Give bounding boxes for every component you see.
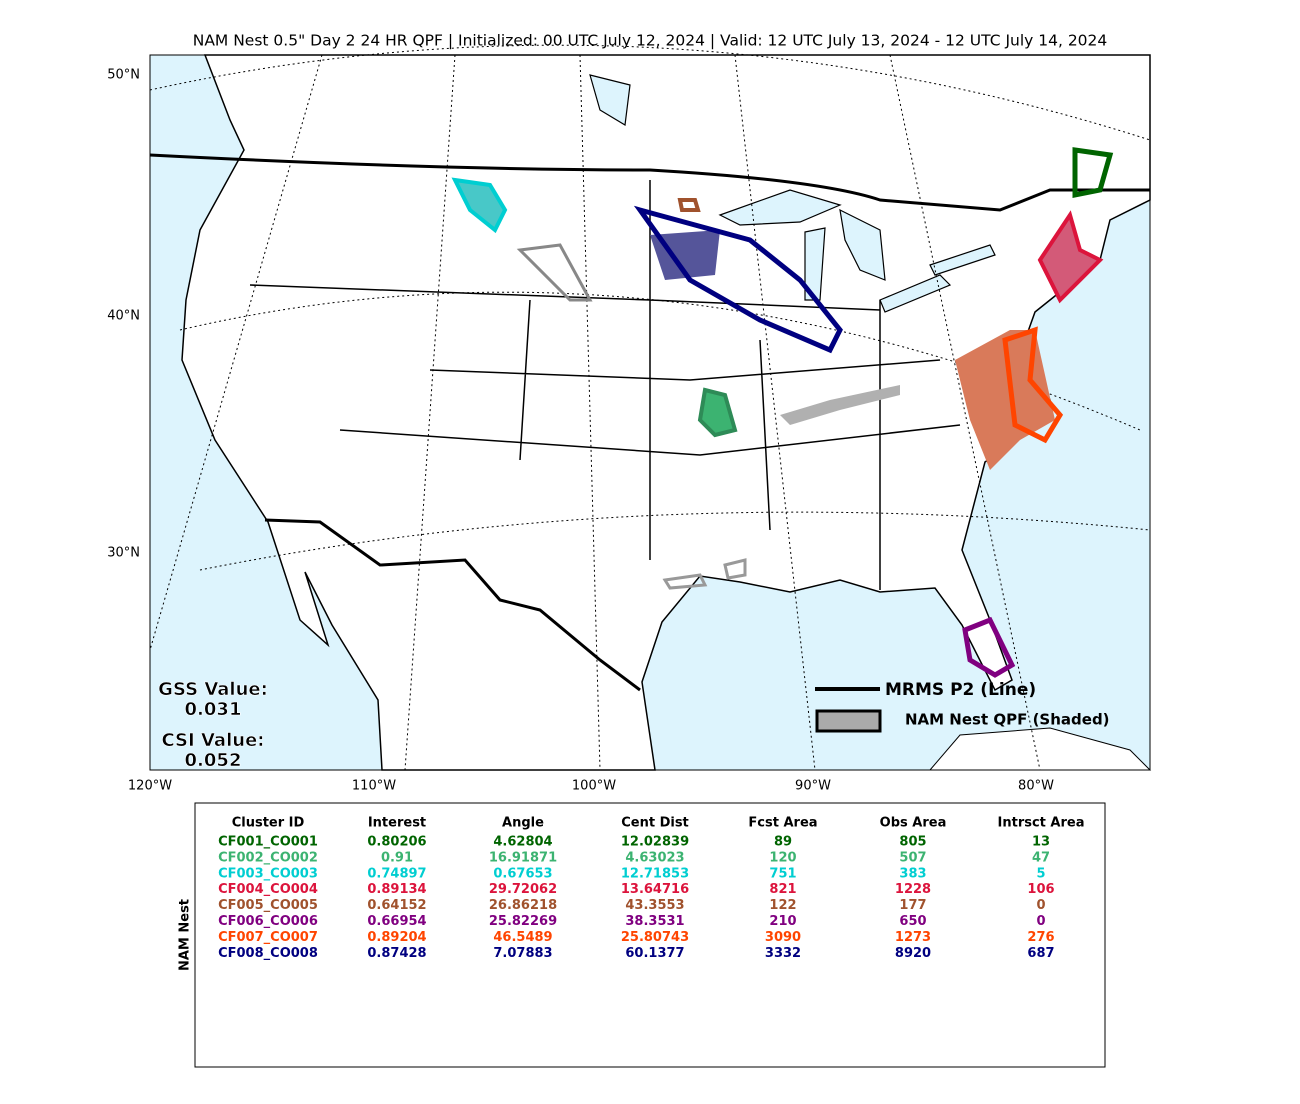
legend-label: MRMS P2 (Line) bbox=[885, 680, 1036, 700]
table-cell: CF003_CO003 bbox=[218, 866, 318, 881]
lat-label: 40°N bbox=[107, 309, 140, 324]
table-cell: CF006_CO006 bbox=[218, 914, 318, 929]
table-cell: 122 bbox=[769, 898, 796, 913]
table-cell: 60.1377 bbox=[625, 946, 684, 961]
table-header: Obs Area bbox=[880, 816, 947, 831]
great-lakes bbox=[589, 74, 996, 313]
table-side-label: NAM Nest bbox=[178, 899, 193, 971]
lon-label: 110°W bbox=[352, 779, 396, 794]
lon-label: 100°W bbox=[572, 779, 616, 794]
table-cell: 43.3553 bbox=[625, 898, 684, 913]
table-cell: 26.86218 bbox=[489, 898, 557, 913]
title: NAM Nest 0.5" Day 2 24 HR QPF | Initiali… bbox=[193, 32, 1108, 50]
lat-label: 50°N bbox=[107, 68, 140, 83]
table-cell: 821 bbox=[769, 882, 796, 897]
table-cell: 276 bbox=[1027, 930, 1054, 945]
table-cell: CF001_CO001 bbox=[218, 835, 318, 850]
table-cell: 687 bbox=[1027, 946, 1054, 961]
table-cell: 38.3531 bbox=[625, 914, 684, 929]
table-cell: 383 bbox=[899, 866, 926, 881]
table-cell: 1228 bbox=[895, 882, 931, 897]
table-cell: 7.07883 bbox=[493, 946, 552, 961]
table-cell: 177 bbox=[899, 898, 926, 913]
graticule bbox=[149, 44, 1151, 771]
lat-label: 30°N bbox=[107, 546, 140, 561]
table-cell: 120 bbox=[769, 850, 796, 865]
table-cell: CF005_CO005 bbox=[218, 898, 318, 913]
gss-value: 0.031 bbox=[185, 699, 242, 720]
table-cell: 46.5489 bbox=[493, 930, 552, 945]
table-cell: 47 bbox=[1032, 850, 1050, 865]
table-cell: 650 bbox=[899, 914, 926, 929]
table-cell: 805 bbox=[899, 835, 926, 850]
lon-label: 80°W bbox=[1018, 779, 1054, 794]
table-cell: 507 bbox=[899, 850, 926, 865]
table-cell: 0.89134 bbox=[367, 882, 426, 897]
table-cell: 0.64152 bbox=[367, 898, 426, 913]
map-frame bbox=[149, 54, 1151, 771]
csi-value: 0.052 bbox=[185, 750, 242, 771]
table-cell: 12.02839 bbox=[621, 835, 689, 850]
table-cell: 29.72062 bbox=[489, 882, 557, 897]
table-cell: 0.66954 bbox=[367, 914, 426, 929]
table-cell: 1273 bbox=[895, 930, 931, 945]
table-cell: 25.82269 bbox=[489, 914, 557, 929]
table-header: Cluster ID bbox=[232, 816, 305, 831]
table-cell: 751 bbox=[769, 866, 796, 881]
table-header: Intrsct Area bbox=[998, 816, 1085, 831]
clusters bbox=[451, 147, 1114, 678]
table-cell: 0.80206 bbox=[367, 835, 426, 850]
table-cell: 3090 bbox=[765, 930, 801, 945]
table-cell: 5 bbox=[1036, 866, 1045, 881]
table-cell: 8920 bbox=[895, 946, 931, 961]
table-cell: 106 bbox=[1027, 882, 1054, 897]
table-cell: 25.80743 bbox=[621, 930, 689, 945]
legend-swatch bbox=[815, 709, 882, 733]
table-cell: 16.91871 bbox=[489, 850, 557, 865]
map: 50°N 40°N 30°N 120°W 110°W 100°W 90°W 80… bbox=[107, 44, 1152, 794]
table-cell: 4.63023 bbox=[625, 850, 684, 865]
table-cell: 0 bbox=[1036, 898, 1045, 913]
table-cell: CF004_CO004 bbox=[218, 882, 318, 897]
table-header: Cent Dist bbox=[621, 816, 689, 831]
table-cell: CF007_CO007 bbox=[218, 930, 318, 945]
table-cell: 0.89204 bbox=[367, 930, 426, 945]
table-cell: 0.91 bbox=[381, 850, 413, 865]
table-cell: 0.67653 bbox=[493, 866, 552, 881]
table-frame bbox=[194, 802, 1106, 1068]
table-header: Fcst Area bbox=[748, 816, 817, 831]
borders bbox=[149, 153, 1150, 692]
table-header: Interest bbox=[368, 816, 426, 831]
table-cell: CF008_CO008 bbox=[218, 946, 318, 961]
land bbox=[181, 54, 1151, 771]
table-cell: 13.64716 bbox=[621, 882, 689, 897]
legend-label: NAM Nest QPF (Shaded) bbox=[905, 711, 1110, 729]
table-cell: 210 bbox=[769, 914, 796, 929]
lon-label: 120°W bbox=[128, 779, 172, 794]
table-header: Angle bbox=[502, 816, 544, 831]
stats-table: NAM Nest Cluster ID Interest Angle Cent Dis… bbox=[178, 802, 1106, 1068]
gss-label: GSS Value: bbox=[158, 679, 268, 700]
table-cell: 12.71853 bbox=[621, 866, 689, 881]
table-cell: CF002_CO002 bbox=[218, 850, 318, 865]
lon-label: 90°W bbox=[795, 779, 831, 794]
table-cell: 0 bbox=[1036, 914, 1045, 929]
table-cell: 4.62804 bbox=[493, 835, 552, 850]
csi-label: CSI Value: bbox=[162, 730, 265, 751]
table-cell: 0.87428 bbox=[367, 946, 426, 961]
table-cell: 89 bbox=[774, 835, 792, 850]
table-cell: 3332 bbox=[765, 946, 801, 961]
table-cell: 0.74897 bbox=[367, 866, 426, 881]
table-cell: 13 bbox=[1032, 835, 1050, 850]
